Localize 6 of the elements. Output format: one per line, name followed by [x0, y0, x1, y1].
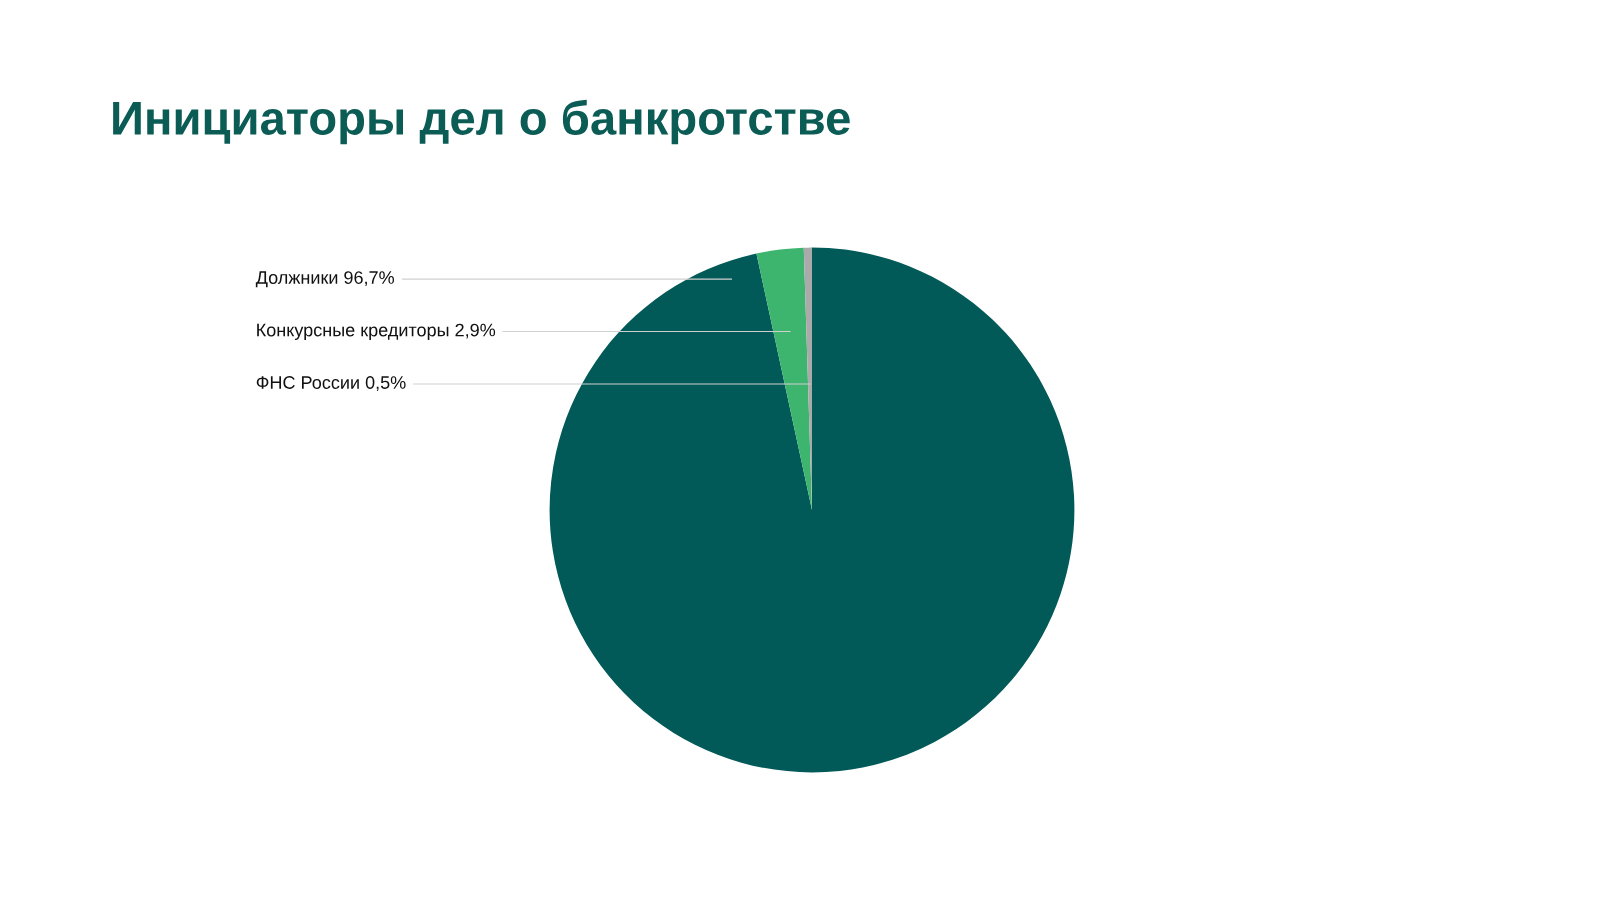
pie-slice [549, 247, 1075, 773]
slice-label: ФНС России 0,5% [256, 376, 406, 392]
chart-title: Инициаторы дел о банкротстве [113, 99, 850, 145]
slice-label: Должники 96,7% [255, 271, 394, 288]
pie-slice [756, 247, 812, 510]
slice-label: Конкурсные кредиторы 2,9% [257, 323, 496, 340]
